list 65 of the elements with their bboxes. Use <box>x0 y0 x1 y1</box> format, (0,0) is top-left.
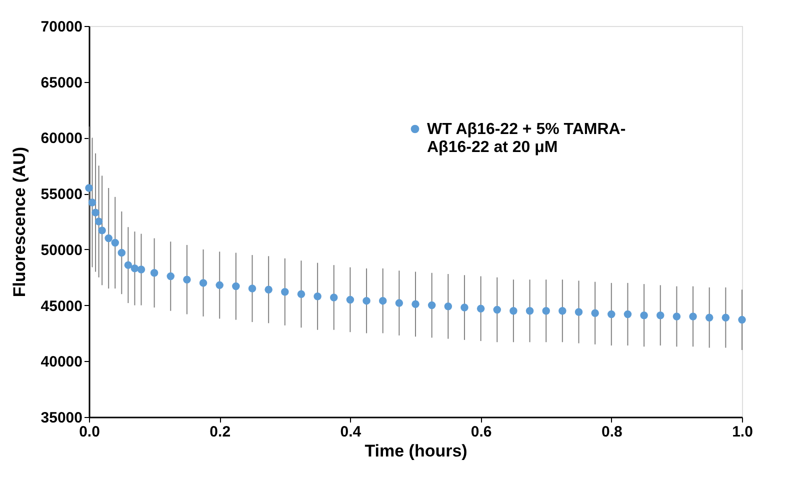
point <box>444 302 452 310</box>
point <box>150 269 158 277</box>
point <box>130 264 139 272</box>
point <box>111 238 119 247</box>
x-tick-label: 0.6 <box>470 424 492 440</box>
point <box>526 307 534 315</box>
point <box>738 316 746 324</box>
y-tick-label: 70000 <box>40 18 82 36</box>
point <box>608 310 616 318</box>
point <box>248 284 256 292</box>
point <box>232 282 240 290</box>
point <box>330 294 338 302</box>
point <box>689 312 697 320</box>
x-tick-label: 1.0 <box>732 424 753 440</box>
y-tick-label: 65000 <box>40 74 82 92</box>
point <box>542 307 550 315</box>
point <box>183 276 191 284</box>
x-tick-label: 0.8 <box>601 424 622 440</box>
point <box>705 314 714 322</box>
point <box>378 296 387 305</box>
point <box>460 304 468 312</box>
point <box>88 198 96 206</box>
y-tick-label: 50000 <box>40 242 82 259</box>
point <box>118 248 126 257</box>
point <box>92 208 100 216</box>
point <box>476 304 485 313</box>
point <box>297 290 306 298</box>
point <box>412 300 420 308</box>
point <box>558 307 566 315</box>
point <box>216 281 224 290</box>
point <box>94 218 103 226</box>
point <box>166 272 174 280</box>
point <box>281 288 289 296</box>
x-axis-title: Time (hours) <box>364 442 468 460</box>
y-tick-label: 35000 <box>40 410 82 426</box>
point <box>510 307 518 315</box>
y-tick-label: 45000 <box>40 298 82 315</box>
point <box>137 266 146 274</box>
point <box>362 296 370 305</box>
y-tick-label: 55000 <box>40 186 82 204</box>
point <box>591 309 599 317</box>
point <box>574 308 583 316</box>
x-tick-label: 0.0 <box>79 424 100 440</box>
point <box>428 301 436 310</box>
point <box>124 261 132 269</box>
point <box>640 311 648 320</box>
y-tick-label: 40000 <box>40 354 82 371</box>
point <box>199 279 208 287</box>
point <box>98 226 106 234</box>
point <box>722 314 730 322</box>
point <box>85 184 93 192</box>
point <box>656 311 664 320</box>
point <box>672 312 681 320</box>
point <box>314 292 322 300</box>
y-axis-title: Fluorescence (AU) <box>10 146 29 298</box>
point <box>264 286 272 294</box>
point <box>624 310 632 318</box>
x-tick-label: 0.2 <box>210 424 231 440</box>
point <box>493 306 501 314</box>
legend-label: WT Aβ16-22 + 5% TAMRA-Aβ16-22 at 20 μM <box>427 121 626 156</box>
point <box>346 296 354 304</box>
y-tick-label: 60000 <box>40 130 82 148</box>
point <box>395 299 404 307</box>
x-tick-label: 0.4 <box>340 424 362 440</box>
point <box>104 234 112 242</box>
